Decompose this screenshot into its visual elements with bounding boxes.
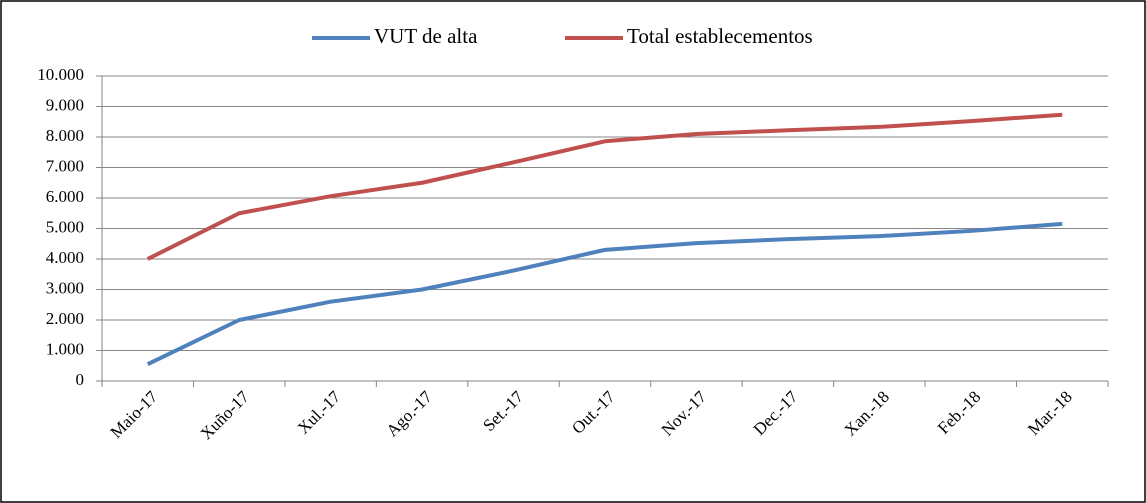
y-tick-label: 0	[76, 370, 85, 389]
y-tick-label: 8.000	[46, 126, 84, 145]
y-tick-label: 10.000	[37, 65, 84, 84]
y-tick-label: 6.000	[46, 187, 84, 206]
y-tick-label: 5.000	[46, 217, 84, 236]
y-tick-label: 4.000	[46, 248, 84, 267]
legend-label: VUT de alta	[374, 24, 478, 48]
legend-label: Total establecementos	[627, 24, 813, 48]
series-line	[146, 112, 1063, 261]
y-tick-label: 2.000	[46, 309, 84, 328]
series-line	[146, 221, 1063, 367]
y-tick-label: 3.000	[46, 278, 84, 297]
y-tick-label: 7.000	[46, 156, 84, 175]
y-tick-label: 9.000	[46, 95, 84, 114]
y-tick-label: 1.000	[46, 339, 84, 358]
